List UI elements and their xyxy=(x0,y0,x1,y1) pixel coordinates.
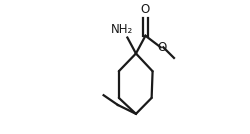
Text: O: O xyxy=(141,3,150,16)
Text: NH₂: NH₂ xyxy=(110,23,133,36)
Text: O: O xyxy=(158,41,167,54)
